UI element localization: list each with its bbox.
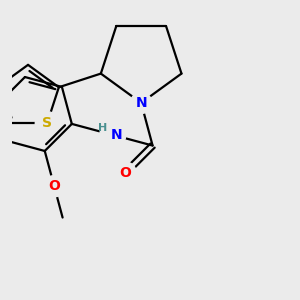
Text: O: O — [48, 179, 60, 193]
Circle shape — [100, 122, 126, 148]
Circle shape — [35, 112, 59, 135]
Text: H: H — [98, 123, 107, 133]
Text: S: S — [42, 116, 52, 130]
Text: O: O — [120, 166, 131, 180]
Circle shape — [115, 162, 136, 183]
Circle shape — [130, 92, 152, 113]
Text: N: N — [111, 128, 123, 142]
Text: N: N — [135, 96, 147, 110]
Circle shape — [44, 176, 65, 197]
